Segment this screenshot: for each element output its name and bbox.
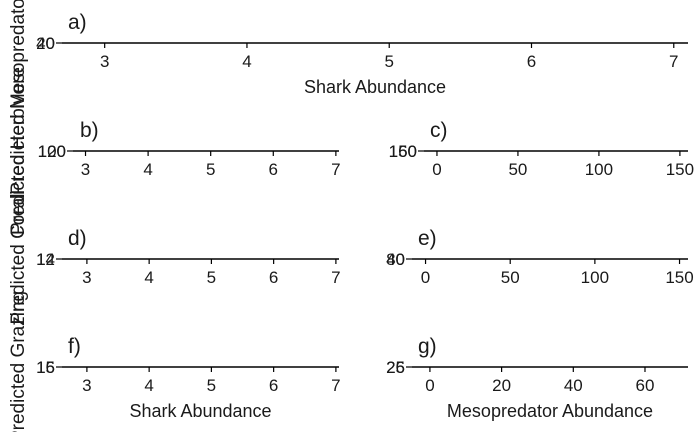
x-axis-title: Shark Abundance: [129, 401, 271, 421]
x-tick-label: 3: [82, 268, 91, 287]
x-tick-label: 7: [331, 160, 340, 179]
x-tick-label: 7: [331, 268, 340, 287]
y-axis-title: Predicted Coral: [8, 194, 29, 325]
y-tick-label: 80: [386, 250, 405, 269]
x-tick-label: 4: [144, 376, 153, 395]
x-tick-label: 20: [492, 376, 511, 395]
panel-label: f): [68, 335, 81, 358]
x-axis-title: Mesopredator Abundance: [447, 401, 653, 421]
y-tick-label: 16: [36, 358, 55, 377]
y-tick-label: 20: [36, 34, 55, 53]
x-tick-label: 0: [432, 160, 441, 179]
x-tick-label: 4: [242, 52, 251, 71]
y-tick-label: 26: [386, 358, 405, 377]
y-tick-label: 25: [386, 358, 405, 377]
y-tick-label: 100: [38, 142, 66, 161]
x-tick-label: 6: [269, 160, 278, 179]
y-tick-label: 40: [36, 34, 55, 53]
y-tick-label: 120: [38, 142, 66, 161]
x-tick-label: 5: [384, 52, 393, 71]
panel-label: b): [80, 119, 99, 142]
x-tick-label: 7: [669, 52, 678, 71]
y-tick-label: 40: [386, 250, 405, 269]
x-tick-label: 100: [581, 268, 609, 287]
y-tick-label: 12: [36, 250, 55, 269]
y-axis-title: Predicted Grazing: [8, 291, 29, 432]
y-tick-label: 150: [389, 142, 417, 161]
x-tick-label: 100: [585, 160, 613, 179]
x-tick-label: 3: [82, 376, 91, 395]
x-tick-label: 50: [508, 160, 527, 179]
x-tick-label: 150: [665, 268, 693, 287]
x-tick-label: 40: [564, 376, 583, 395]
y-tick-label: 15: [36, 358, 55, 377]
panel-label: g): [418, 335, 437, 358]
y-axis-title: Predicted Herbivore: [8, 67, 29, 235]
panel-label: c): [430, 119, 448, 142]
y-tick-label: 14: [36, 250, 55, 269]
x-tick-label: 6: [269, 376, 278, 395]
x-tick-label: 150: [666, 160, 694, 179]
x-tick-label: 3: [81, 160, 90, 179]
x-tick-label: 60: [636, 376, 655, 395]
x-tick-label: 6: [269, 268, 278, 287]
panel-label: a): [68, 11, 87, 34]
panel-label: e): [418, 227, 437, 250]
x-tick-label: 4: [144, 268, 153, 287]
x-tick-label: 5: [207, 268, 216, 287]
x-tick-label: 5: [207, 376, 216, 395]
x-tick-label: 0: [421, 268, 430, 287]
x-axis-title: Shark Abundance: [304, 77, 446, 97]
x-tick-label: 3: [100, 52, 109, 71]
x-tick-label: 0: [425, 376, 434, 395]
x-tick-label: 7: [331, 376, 340, 395]
y-tick-label: 160: [389, 142, 417, 161]
panel-label: d): [68, 227, 87, 250]
x-tick-label: 5: [206, 160, 215, 179]
y-axis-title: Predicted Mesopredator Abundance: [8, 0, 29, 195]
x-tick-label: 50: [501, 268, 520, 287]
x-tick-label: 4: [143, 160, 152, 179]
x-tick-label: 6: [527, 52, 536, 71]
